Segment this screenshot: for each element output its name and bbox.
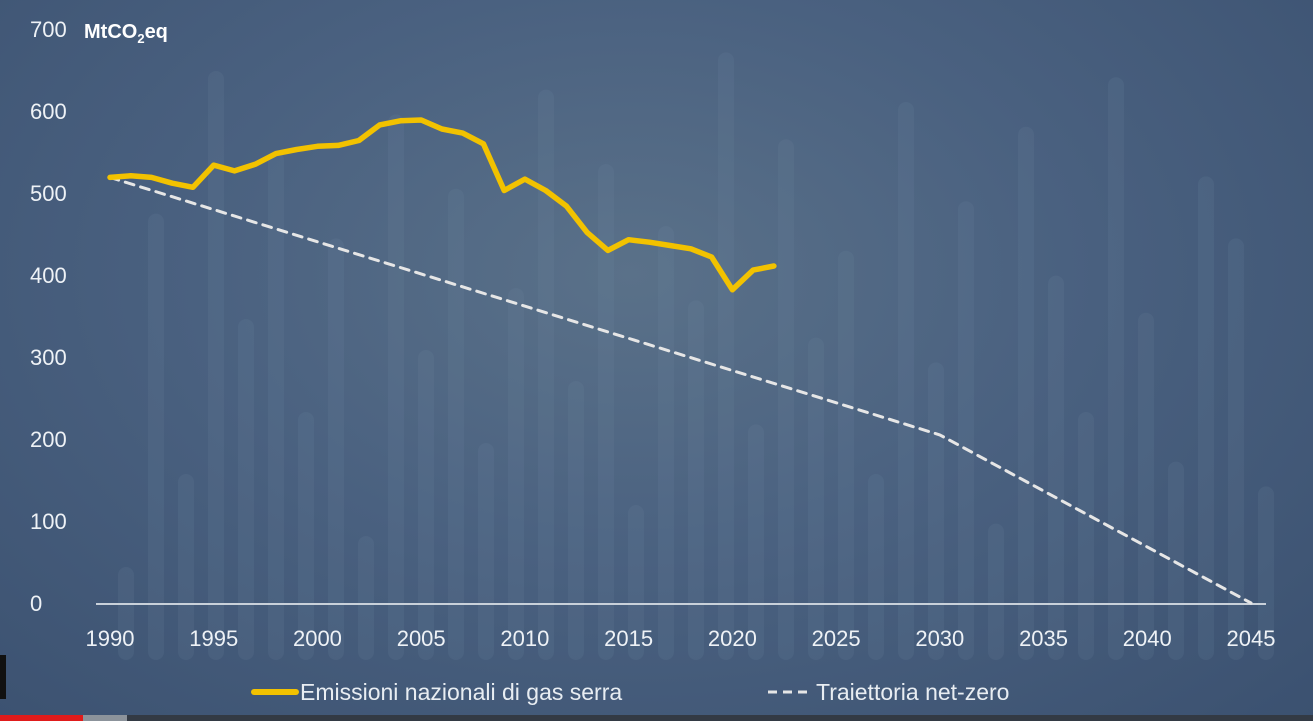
x-tick-label: 2005 bbox=[397, 626, 446, 651]
x-tick-label: 2015 bbox=[604, 626, 653, 651]
bg-bar bbox=[838, 250, 854, 661]
x-tick-label: 1990 bbox=[86, 626, 135, 651]
bg-bar bbox=[328, 238, 344, 660]
bg-bar bbox=[448, 188, 464, 661]
y-tick-label: 500 bbox=[30, 181, 67, 206]
bg-bar bbox=[748, 424, 764, 660]
bg-bar bbox=[148, 213, 164, 660]
series-line-net-zero bbox=[108, 175, 1253, 605]
y-axis: 0 100 200 300 400 500 600 700 bbox=[30, 17, 67, 616]
y-tick-label: 100 bbox=[30, 509, 67, 534]
x-axis: 1990 1995 2000 2005 2010 2015 2020 2025 2030 2035… bbox=[86, 626, 1276, 651]
x-tick-label: 2025 bbox=[812, 626, 861, 651]
bg-bar bbox=[388, 114, 404, 660]
bg-bar bbox=[358, 536, 374, 660]
bg-bar bbox=[928, 362, 944, 660]
x-tick-label: 2045 bbox=[1227, 626, 1276, 651]
bg-bar bbox=[1078, 412, 1094, 660]
unit-label: MtCO2eq bbox=[84, 21, 168, 46]
series-line-emissions bbox=[107, 117, 777, 293]
bg-bar bbox=[868, 474, 884, 660]
bg-bar bbox=[238, 319, 254, 660]
bg-bar bbox=[1228, 238, 1244, 660]
bg-bar bbox=[778, 139, 794, 660]
bg-bar bbox=[538, 89, 554, 661]
bg-bar bbox=[898, 102, 914, 660]
bg-bar bbox=[178, 474, 194, 660]
bg-bar bbox=[1018, 126, 1034, 661]
bg-bar bbox=[1258, 486, 1274, 660]
x-tick-label: 2035 bbox=[1019, 626, 1068, 651]
bg-bar bbox=[988, 523, 1004, 660]
progress-bar[interactable] bbox=[0, 715, 1313, 721]
x-tick-label: 2000 bbox=[293, 626, 342, 651]
bg-bar bbox=[508, 288, 524, 660]
bg-bar bbox=[688, 300, 704, 660]
background-decoration bbox=[118, 52, 1274, 661]
y-tick-label: 300 bbox=[30, 345, 67, 370]
bg-bar bbox=[418, 350, 434, 660]
bg-bar bbox=[658, 226, 674, 660]
bg-bar bbox=[568, 381, 584, 660]
bg-bar bbox=[628, 505, 644, 660]
bg-bar bbox=[298, 412, 314, 660]
bg-bar bbox=[808, 337, 824, 660]
bg-bar bbox=[718, 52, 734, 660]
bg-bar bbox=[1138, 312, 1154, 660]
bg-bar bbox=[958, 201, 974, 660]
bg-bar bbox=[478, 443, 494, 660]
x-tick-label: 1995 bbox=[189, 626, 238, 651]
bg-bar bbox=[1108, 77, 1124, 660]
legend: Emissioni nazionali di gas serra Traietto… bbox=[251, 679, 1009, 705]
bg-bar bbox=[598, 164, 614, 660]
y-tick-label: 600 bbox=[30, 99, 67, 124]
y-tick-label: 200 bbox=[30, 427, 67, 452]
x-tick-label: 2010 bbox=[500, 626, 549, 651]
progress-played[interactable] bbox=[0, 715, 83, 721]
progress-buffered bbox=[82, 715, 128, 721]
y-tick-label: 700 bbox=[30, 17, 67, 42]
bg-bar bbox=[268, 151, 284, 660]
bg-bar bbox=[208, 71, 224, 660]
x-tick-label: 2030 bbox=[915, 626, 964, 651]
plot-series bbox=[107, 117, 1253, 605]
bg-bar bbox=[1198, 176, 1214, 660]
bg-bar bbox=[1048, 275, 1064, 660]
y-tick-label: 400 bbox=[30, 263, 67, 288]
player-edge bbox=[0, 655, 6, 699]
legend-label: Emissioni nazionali di gas serra bbox=[300, 679, 622, 705]
x-tick-label: 2040 bbox=[1123, 626, 1172, 651]
y-tick-label: 0 bbox=[30, 591, 42, 616]
x-tick-label: 2020 bbox=[708, 626, 757, 651]
legend-label: Traiettoria net-zero bbox=[816, 679, 1009, 705]
svg-text:MtCO2eq: MtCO2eq bbox=[84, 21, 168, 46]
bg-bar bbox=[118, 567, 134, 660]
